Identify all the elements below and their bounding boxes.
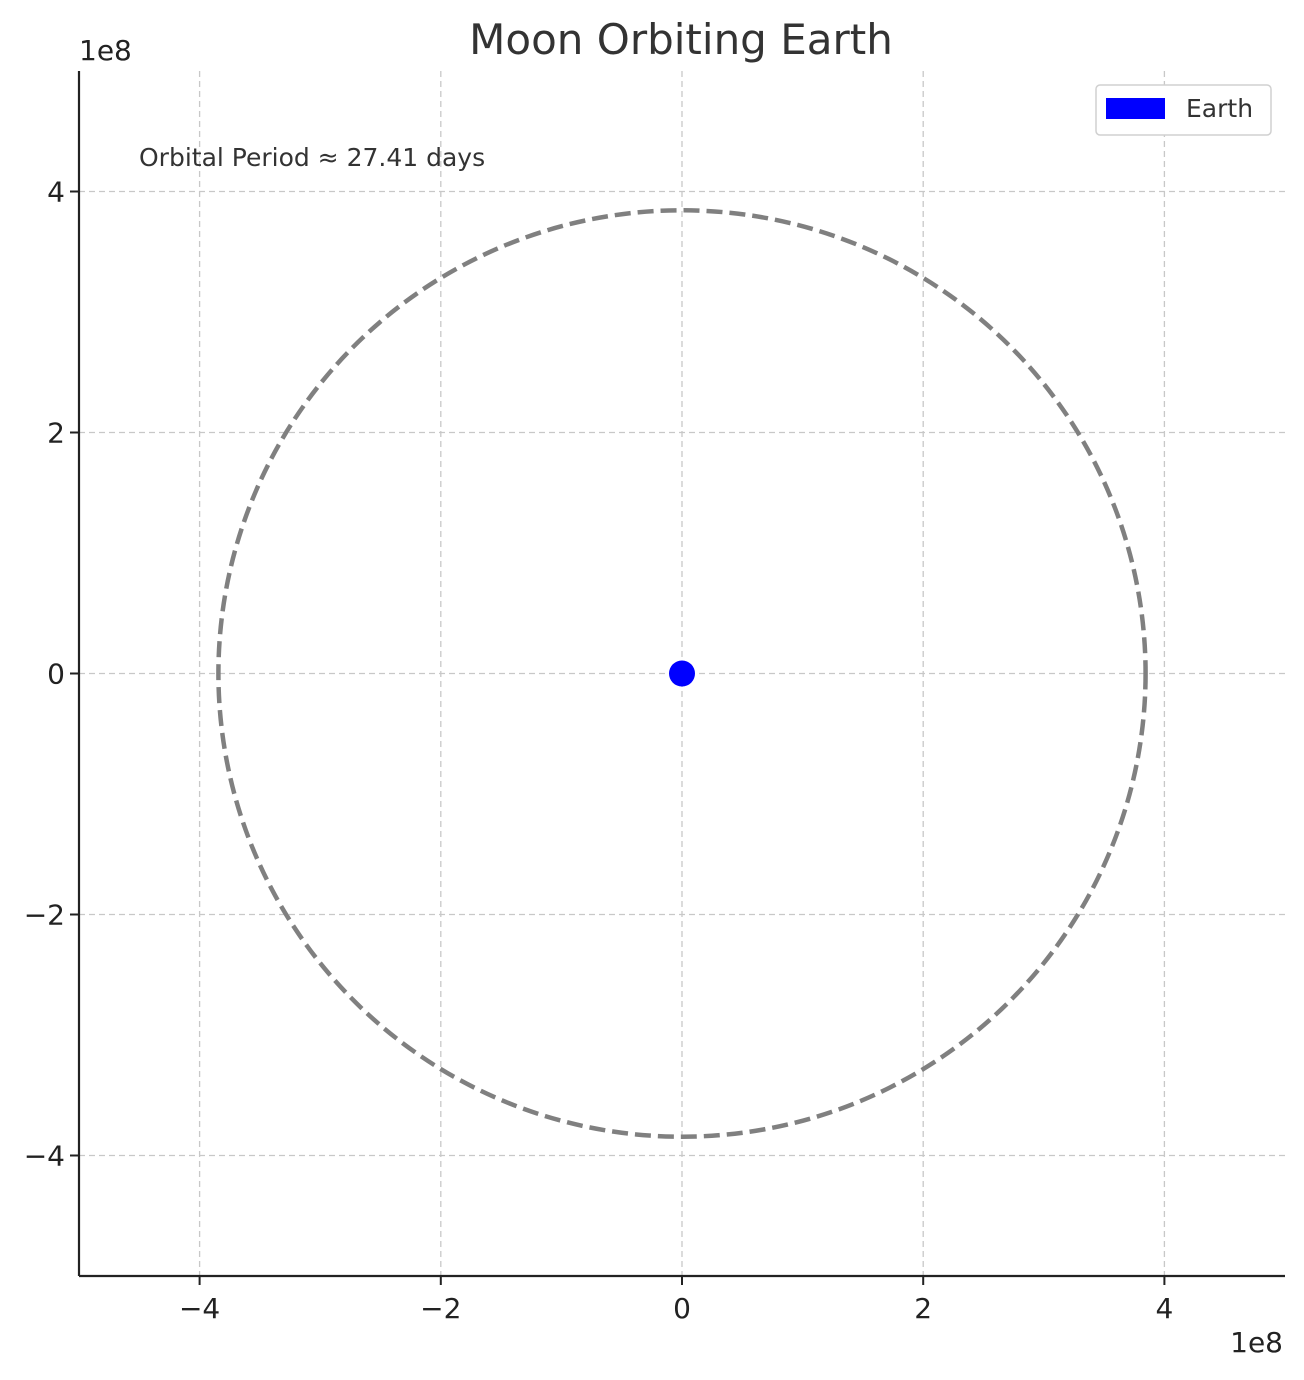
y-offset-label: 1e8 [79,34,132,67]
legend: Earth [1095,84,1272,136]
legend-box [1095,84,1272,136]
x-tick-label: 4 [1155,1292,1173,1325]
x-tick-label: 0 [673,1292,691,1325]
x-tick-label: 2 [914,1292,932,1325]
moon-orbit-path [216,208,1148,1139]
x-tick-label: −2 [420,1292,461,1325]
orbit-layer [216,208,1148,1139]
y-tick-label: −4 [24,1140,65,1173]
y-tick-label: 0 [47,658,65,691]
grid-lines [79,71,1285,1276]
y-tick-label: −2 [24,899,65,932]
points-layer [669,660,695,687]
earth-point [669,660,695,687]
x-tick-label: −4 [179,1292,220,1325]
orbital-period-annotation: Orbital Period ≈ 27.41 days [139,143,485,172]
y-tick-label: 2 [47,417,65,450]
x-offset-label: 1e8 [1230,1326,1283,1359]
chart-title: Moon Orbiting Earth [469,15,893,64]
y-tick-label: 4 [47,176,65,209]
axis-ticks: −4 −2 0 2 4 −4 −2 0 2 4 [24,176,1174,1326]
legend-label-earth: Earth [1186,94,1253,123]
legend-swatch-earth [1106,98,1165,119]
